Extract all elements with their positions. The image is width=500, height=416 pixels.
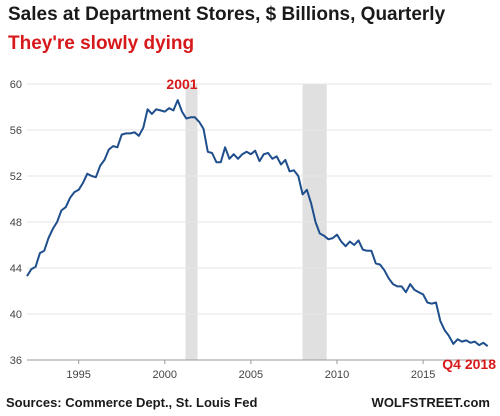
annotation-2001: 2001 xyxy=(166,76,197,92)
x-tick-label-2015: 2015 xyxy=(411,369,435,381)
y-tick-label-52: 52 xyxy=(10,171,22,183)
y-tick-label-56: 56 xyxy=(10,125,22,137)
y-axis-ticks: 36 40 44 48 52 56 60 xyxy=(10,79,22,367)
x-tick-label-2005: 2005 xyxy=(239,369,263,381)
gridlines xyxy=(27,83,492,315)
series-line xyxy=(26,99,489,347)
x-axis-ticks: 1995 2000 2005 2010 2015 xyxy=(66,360,435,381)
x-tick-label-2010: 2010 xyxy=(325,369,349,381)
x-tick-label-2000: 2000 xyxy=(153,369,177,381)
x-tick-label-1995: 1995 xyxy=(66,369,90,381)
y-tick-label-60: 60 xyxy=(10,79,22,91)
annotations: 2001 Q4 2018 xyxy=(166,76,496,372)
y-tick-label-44: 44 xyxy=(10,263,22,275)
y-tick-label-48: 48 xyxy=(10,217,22,229)
y-tick-label-36: 36 xyxy=(10,355,22,367)
brand-label: WOLFSTREET.com xyxy=(371,395,490,410)
chart-subtitle: They're slowly dying xyxy=(8,33,195,54)
y-tick-label-40: 40 xyxy=(10,309,22,321)
chart-title: Sales at Department Stores, $ Billions, … xyxy=(8,4,446,25)
source-note: Sources: Commerce Dept., St. Louis Fed xyxy=(6,395,258,410)
annotation-q4-2018: Q4 2018 xyxy=(442,356,496,372)
